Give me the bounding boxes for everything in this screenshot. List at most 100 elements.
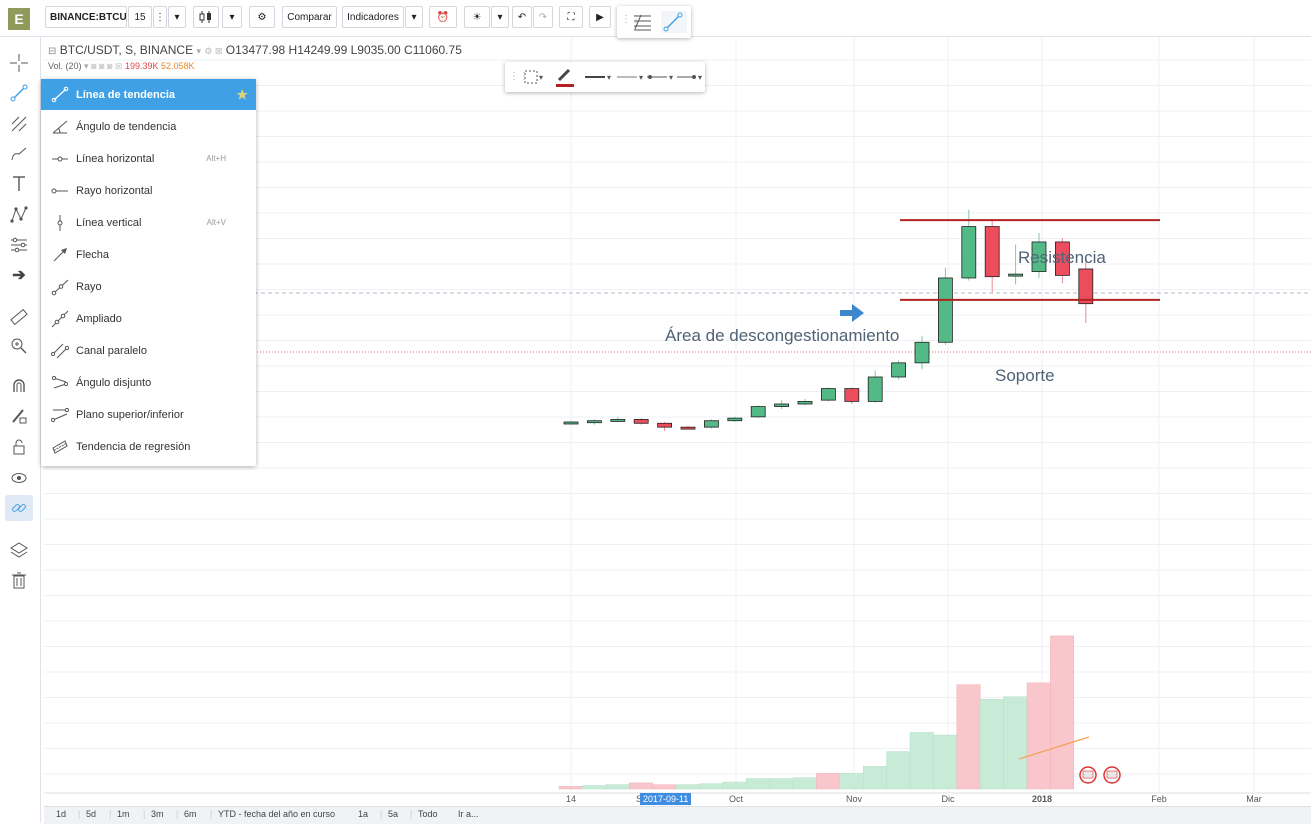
range-button[interactable]: 1a xyxy=(358,809,369,819)
chevron-down-icon[interactable]: ▾ xyxy=(196,46,201,56)
line-color-icon[interactable] xyxy=(553,66,577,91)
x-axis-label: 2018 xyxy=(1032,794,1052,804)
close-value: 11060.75 xyxy=(412,43,462,57)
volume-bar xyxy=(582,785,607,790)
logo[interactable]: E xyxy=(8,8,30,30)
candles-icon[interactable] xyxy=(193,6,219,28)
arrow-right-icon[interactable]: ➔ xyxy=(12,267,26,284)
menu-item-label: Plano superior/inferior xyxy=(76,408,184,421)
menu-item-extended-line[interactable]: Ampliado xyxy=(41,303,256,334)
right-end-icon[interactable]: ▾ xyxy=(675,68,705,89)
volume-controls-icon[interactable]: ◙ ◙ ◙ ⊠ xyxy=(91,61,123,71)
menu-item-horizontal-line[interactable]: Línea horizontal Alt+H xyxy=(41,143,256,174)
candle-body xyxy=(657,422,672,428)
link-icon[interactable] xyxy=(5,495,33,521)
gear-icon[interactable]: ⚙ xyxy=(249,6,275,28)
text-icon[interactable] xyxy=(5,171,33,197)
range-button[interactable]: YTD - fecha del año en curso xyxy=(218,809,336,819)
indicators-button[interactable]: Indicadores xyxy=(342,6,404,28)
interval-button[interactable]: 15 xyxy=(128,6,152,28)
range-button[interactable]: 5a xyxy=(388,809,399,819)
volume-bar xyxy=(862,766,887,790)
trend-line-icon[interactable] xyxy=(5,80,33,106)
interval-menu-icon[interactable]: ⋮ xyxy=(153,6,167,28)
fib-tool-icon[interactable] xyxy=(631,11,655,36)
pattern-icon[interactable] xyxy=(5,202,33,228)
alarm-add-icon[interactable]: ⏰ xyxy=(429,6,457,28)
menu-item-flat-top-bottom[interactable]: Plano superior/inferior xyxy=(41,399,256,430)
menu-item-horizontal-ray[interactable]: Rayo horizontal xyxy=(41,175,256,206)
range-button[interactable]: Todo xyxy=(418,809,438,819)
x-axis-label: Dic xyxy=(942,794,955,804)
chevron-down-icon[interactable]: ▾ xyxy=(405,6,423,28)
fullscreen-icon[interactable]: ⛶ xyxy=(559,6,583,28)
menu-item-arrow[interactable]: Flecha xyxy=(41,239,256,270)
high-value: 14249.99 xyxy=(297,43,348,57)
play-icon[interactable]: ▶ xyxy=(589,6,611,28)
pitchfork-icon[interactable] xyxy=(5,111,33,137)
prediction-icon[interactable] xyxy=(5,232,33,258)
range-button[interactable]: 1m xyxy=(117,809,130,819)
compare-label: Comparar xyxy=(287,11,332,23)
menu-item-ray[interactable]: Rayo xyxy=(41,271,256,302)
collapse-legend-icon[interactable]: ⊟ xyxy=(48,46,57,57)
menu-item-trend-angle[interactable]: Ángulo de tendencia xyxy=(41,111,256,142)
magnet-icon[interactable] xyxy=(5,373,33,399)
eye-icon[interactable] xyxy=(5,465,33,491)
line-width-icon[interactable]: ▾ xyxy=(583,68,613,89)
congestion-label[interactable]: Área de descongestionamiento xyxy=(665,326,900,345)
range-button[interactable]: 3m xyxy=(151,809,164,819)
symbol-search[interactable]: BINANCE:BTCUS xyxy=(45,6,127,28)
symbol-title[interactable]: BTC/USDT, S, BINANCE xyxy=(59,43,194,57)
menu-item-trend-line[interactable]: Línea de tendencia ★ xyxy=(41,79,256,110)
candle-body xyxy=(984,226,1000,278)
separator: | xyxy=(78,809,81,819)
drag-handle-icon[interactable]: ⋮⋮ xyxy=(621,14,641,25)
resistance-label[interactable]: Resistencia xyxy=(1018,248,1106,267)
price-chart[interactable]: 14 S Oct Nov Dic 2018 Feb Mar xyxy=(44,37,1311,807)
line-style-icon[interactable]: ▾ xyxy=(615,68,645,89)
settings-mini-icon[interactable]: ⚙ ⊠ xyxy=(204,46,223,56)
range-button[interactable]: 1d xyxy=(56,809,67,819)
chevron-down-icon[interactable]: ▾ xyxy=(168,6,186,28)
x-axis-label: 14 xyxy=(566,794,576,804)
range-button[interactable]: Ir a... xyxy=(458,809,479,819)
separator: | xyxy=(176,809,179,819)
stay-drawing-icon[interactable] xyxy=(5,403,33,429)
favorite-star-icon[interactable]: ★ xyxy=(236,86,248,102)
undo-icon[interactable]: ↶ xyxy=(512,6,532,28)
menu-item-parallel-channel[interactable]: Canal paralelo xyxy=(41,335,256,366)
close-label: C xyxy=(404,43,413,57)
arrow-annotation-icon[interactable] xyxy=(838,300,868,326)
lock-icon[interactable] xyxy=(5,434,33,460)
trash-icon[interactable] xyxy=(5,567,33,593)
volume-bar xyxy=(605,784,630,790)
lightbulb-icon[interactable]: ☀ xyxy=(464,6,490,28)
redo-icon[interactable]: ↷ xyxy=(533,6,553,28)
layers-icon[interactable] xyxy=(5,537,33,563)
volume-value-2: 52.058K xyxy=(161,61,195,71)
drag-handle-icon[interactable]: ⋮⋮ xyxy=(509,71,529,82)
chevron-down-icon[interactable]: ▾ xyxy=(222,6,242,28)
range-button[interactable]: 6m xyxy=(184,809,197,819)
chevron-down-icon[interactable]: ▾ xyxy=(491,6,509,28)
template-icon[interactable]: ▾ xyxy=(522,68,546,89)
compare-button[interactable]: Comparar xyxy=(282,6,337,28)
line-style-toolbar: ⋮⋮ ▾ ▾ ▾ ▾ ▾ xyxy=(505,62,705,92)
open-value: 13477.98 xyxy=(235,43,286,57)
volume-legend: Vol. (20) ▾ ◙ ◙ ◙ ⊠ 199.39K 52.058K xyxy=(48,61,195,72)
trend-line-icon[interactable] xyxy=(661,11,687,33)
zoom-icon[interactable] xyxy=(5,333,33,359)
crosshair-icon[interactable] xyxy=(5,50,33,76)
range-button[interactable]: 5d xyxy=(86,809,97,819)
menu-item-vertical-line[interactable]: Línea vertical Alt+V xyxy=(41,207,256,238)
brush-icon[interactable] xyxy=(5,141,33,167)
support-label[interactable]: Soporte xyxy=(995,366,1055,385)
menu-item-disjoint-angle[interactable]: Ángulo disjunto xyxy=(41,367,256,398)
volume-label[interactable]: Vol. (20) xyxy=(48,61,82,71)
ruler-icon[interactable] xyxy=(5,304,33,330)
left-end-icon[interactable]: ▾ xyxy=(645,68,675,89)
menu-item-regression-trend[interactable]: Tendencia de regresión xyxy=(41,431,256,462)
chevron-down-icon[interactable]: ▾ xyxy=(84,61,89,71)
menu-item-label: Línea vertical xyxy=(76,216,142,229)
